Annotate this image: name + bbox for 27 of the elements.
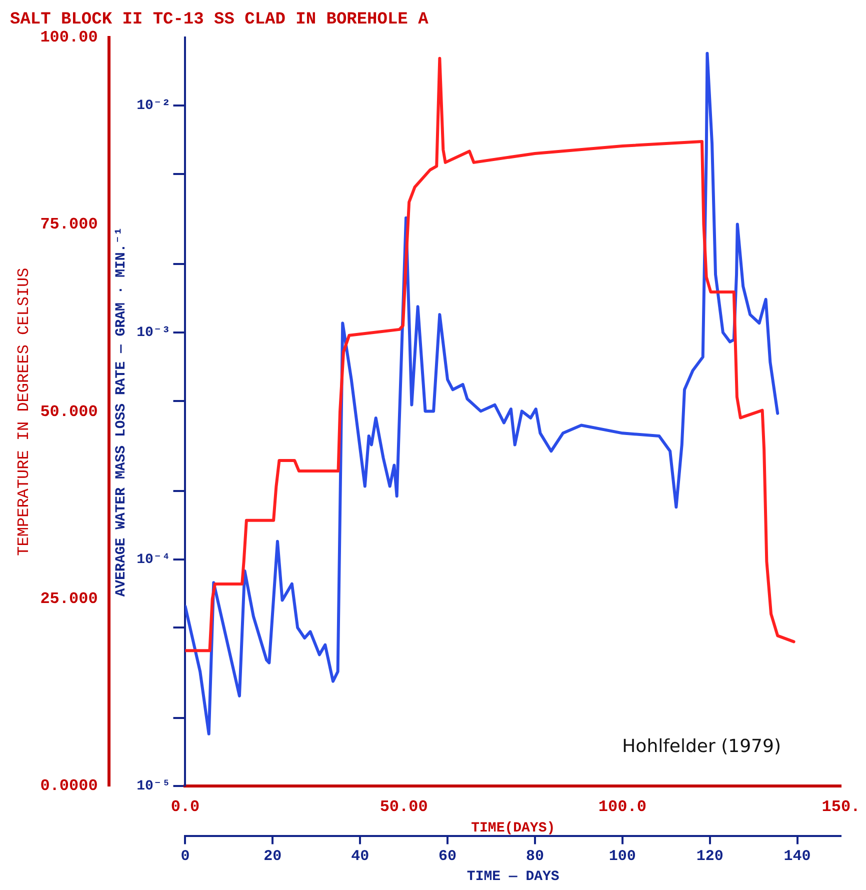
y-tick-label: 25.000 — [40, 590, 98, 608]
y-tick-label: 50.000 — [40, 402, 98, 421]
y2-tick-label: 10⁻³ — [136, 325, 170, 342]
y-tick-label: 75.000 — [40, 216, 98, 234]
x-tick-label: 0.0 — [170, 798, 200, 816]
y-tick-label: 100.00 — [40, 28, 98, 46]
chart-title: SALT BLOCK II TC-13 SS CLAD IN BOREHOLE A — [10, 10, 430, 30]
y2-axis-title: AVERAGE WATER MASS LOSS RATE — GRAM · MIN.⁻¹ — [114, 226, 130, 597]
x-tick-label: 100.0 — [598, 798, 646, 816]
x2-tick-label: 40 — [351, 848, 370, 865]
x-tick-label: 150. — [822, 798, 860, 816]
annotation: Hohlfelder (1979) — [622, 736, 781, 757]
y-tick-label: 0.0000 — [40, 777, 98, 796]
x2-tick-label: 120 — [696, 848, 724, 865]
x-axis-title: TIME(DAYS) — [471, 820, 556, 836]
x2-tick-label: 20 — [264, 848, 282, 865]
y2-tick-label: 10⁻⁴ — [136, 552, 170, 568]
y2-tick-label: 10⁻⁵ — [136, 778, 170, 795]
x2-tick-label: 60 — [438, 848, 457, 865]
x-tick-label: 50.00 — [380, 798, 428, 816]
y-axis-title: TEMPERATURE IN DEGREES CELSIUS — [14, 268, 33, 556]
x2-tick-label: 140 — [784, 848, 811, 865]
x2-tick-label: 80 — [526, 848, 544, 865]
x2-tick-label: 100 — [608, 848, 636, 865]
x2-axis-title: TIME — DAYS — [466, 869, 560, 886]
y2-tick-label: 10⁻² — [136, 98, 170, 114]
x2-tick-label: 0 — [180, 848, 190, 865]
